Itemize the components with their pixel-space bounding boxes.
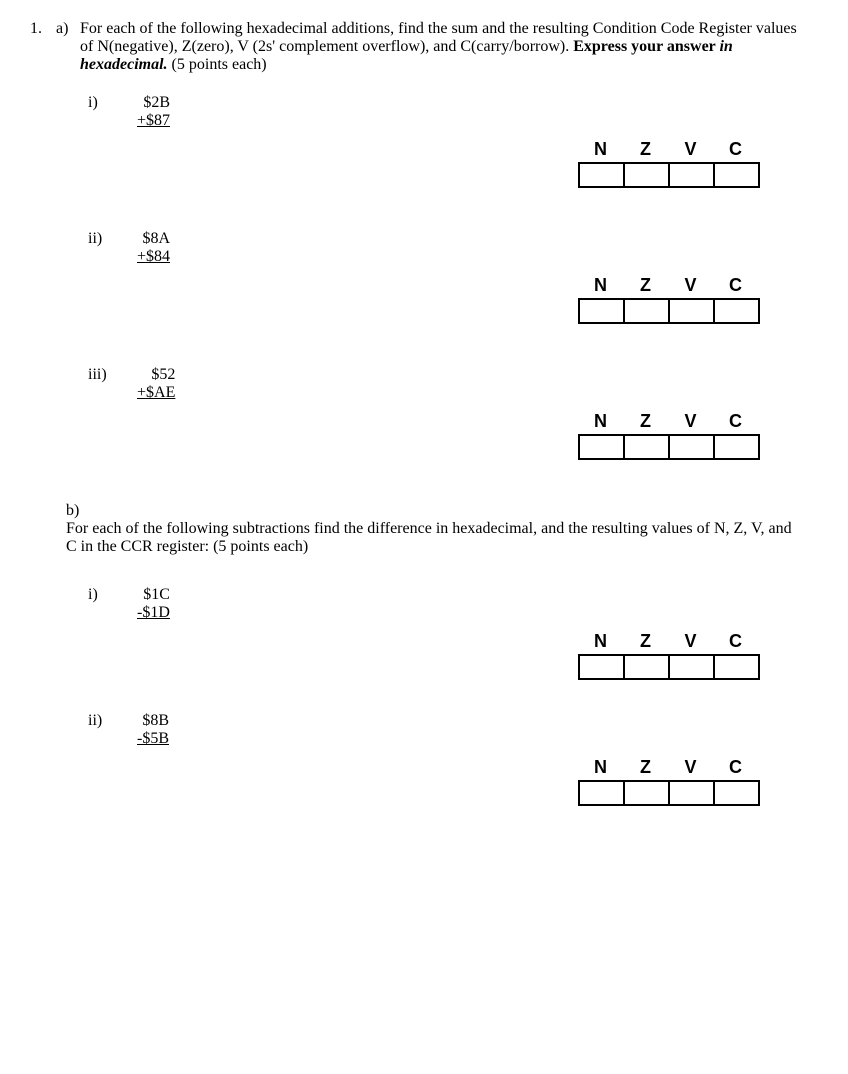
- operand-2: +$87: [137, 112, 170, 129]
- ccr-header-c: C: [713, 139, 758, 160]
- question-intro: 1. a) For each of the following hexadeci…: [30, 20, 818, 74]
- ccr-boxes: [578, 298, 760, 324]
- ccr-box-z[interactable]: [623, 162, 668, 188]
- ccr-box-v[interactable]: [668, 434, 713, 460]
- ccr-box-z[interactable]: [623, 434, 668, 460]
- ccr-boxes: [578, 434, 760, 460]
- ccr-header-n: N: [578, 139, 623, 160]
- ccr-box-z[interactable]: [623, 654, 668, 680]
- ccr-box-c[interactable]: [713, 654, 760, 680]
- ccr-block: N Z V C: [578, 411, 760, 460]
- ccr-block: N Z V C: [578, 757, 760, 806]
- ccr-header-v: V: [668, 411, 713, 432]
- ccr-box-v[interactable]: [668, 298, 713, 324]
- ccr-header-v: V: [668, 139, 713, 160]
- part-a-text: For each of the following hexadecimal ad…: [80, 20, 800, 74]
- ccr-headers: N Z V C: [578, 275, 760, 296]
- ccr-block: N Z V C: [578, 631, 760, 680]
- operand-1: $8A: [142, 230, 170, 247]
- ccr-boxes: [578, 162, 760, 188]
- part-b-text: For each of the following subtractions f…: [66, 520, 806, 556]
- ccr-box-c[interactable]: [713, 780, 760, 806]
- ccr-headers: N Z V C: [578, 757, 760, 778]
- ccr-header-z: Z: [623, 631, 668, 652]
- ccr-box-n[interactable]: [578, 434, 623, 460]
- part-b-intro: b) For each of the following subtraction…: [66, 502, 818, 556]
- part-a-label: a): [56, 20, 76, 38]
- sub-label: iii): [88, 366, 133, 384]
- ccr-box-z[interactable]: [623, 780, 668, 806]
- ccr-header-z: Z: [623, 139, 668, 160]
- ccr-box-n[interactable]: [578, 780, 623, 806]
- ccr-block: N Z V C: [578, 275, 760, 324]
- operand-1: $8B: [142, 712, 169, 729]
- ccr-headers: N Z V C: [578, 139, 760, 160]
- ccr-header-z: Z: [623, 275, 668, 296]
- ccr-box-c[interactable]: [713, 434, 760, 460]
- sub-label: i): [88, 586, 133, 604]
- operands: $8A +$84: [137, 230, 170, 266]
- ccr-box-c[interactable]: [713, 162, 760, 188]
- ccr-header-n: N: [578, 275, 623, 296]
- ccr-block: N Z V C: [578, 139, 760, 188]
- ccr-box-v[interactable]: [668, 780, 713, 806]
- operand-2: +$84: [137, 248, 170, 265]
- problem-a-ii: ii) $8A +$84 N Z V C: [88, 230, 818, 266]
- ccr-header-v: V: [668, 631, 713, 652]
- ccr-header-c: C: [713, 275, 758, 296]
- question-number: 1.: [30, 20, 52, 38]
- ccr-headers: N Z V C: [578, 411, 760, 432]
- sub-label: ii): [88, 230, 133, 248]
- sub-label: ii): [88, 712, 133, 730]
- operand-1: $52: [151, 366, 175, 383]
- operand-2: +$AE: [137, 384, 175, 401]
- problem-a-iii: iii) $52 +$AE N Z V C: [88, 366, 818, 402]
- ccr-header-z: Z: [623, 411, 668, 432]
- ccr-header-z: Z: [623, 757, 668, 778]
- ccr-header-v: V: [668, 757, 713, 778]
- ccr-box-n[interactable]: [578, 654, 623, 680]
- ccr-box-n[interactable]: [578, 162, 623, 188]
- operands: $52 +$AE: [137, 366, 175, 402]
- problem-b-ii: ii) $8B -$5B N Z V C: [88, 712, 818, 748]
- part-a-points: (5 points each): [168, 56, 267, 73]
- ccr-header-c: C: [713, 631, 758, 652]
- problem-b-i: i) $1C -$1D N Z V C: [88, 586, 818, 622]
- ccr-header-c: C: [713, 411, 758, 432]
- operands: $2B +$87: [137, 94, 170, 130]
- ccr-headers: N Z V C: [578, 631, 760, 652]
- operands: $8B -$5B: [137, 712, 169, 748]
- ccr-box-v[interactable]: [668, 654, 713, 680]
- operand-2: -$1D: [137, 604, 170, 621]
- ccr-header-n: N: [578, 757, 623, 778]
- ccr-boxes: [578, 654, 760, 680]
- part-b-label: b): [66, 502, 86, 520]
- ccr-boxes: [578, 780, 760, 806]
- ccr-header-n: N: [578, 411, 623, 432]
- operand-1: $2B: [143, 94, 170, 111]
- ccr-box-v[interactable]: [668, 162, 713, 188]
- ccr-header-v: V: [668, 275, 713, 296]
- ccr-header-c: C: [713, 757, 758, 778]
- ccr-box-z[interactable]: [623, 298, 668, 324]
- ccr-box-n[interactable]: [578, 298, 623, 324]
- sub-label: i): [88, 94, 133, 112]
- operand-1: $1C: [143, 586, 170, 603]
- operand-2: -$5B: [137, 730, 169, 747]
- ccr-box-c[interactable]: [713, 298, 760, 324]
- operands: $1C -$1D: [137, 586, 170, 622]
- problem-a-i: i) $2B +$87 N Z V C: [88, 94, 818, 130]
- part-a-bold: Express your answer: [573, 38, 719, 55]
- ccr-header-n: N: [578, 631, 623, 652]
